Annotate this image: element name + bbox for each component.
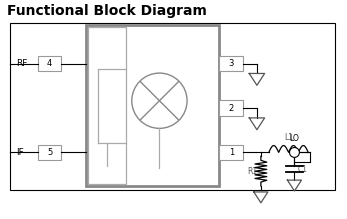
- Text: 5: 5: [47, 148, 52, 157]
- Circle shape: [289, 148, 299, 157]
- Text: 1: 1: [229, 148, 234, 157]
- Bar: [38, 56, 61, 71]
- Text: 4: 4: [47, 59, 52, 68]
- Text: RF: RF: [16, 59, 27, 68]
- Bar: [219, 145, 243, 160]
- Bar: [219, 100, 243, 116]
- Text: IF: IF: [16, 148, 24, 157]
- Text: 3: 3: [229, 59, 234, 68]
- Bar: [88, 27, 126, 184]
- Text: 2: 2: [229, 104, 234, 113]
- Circle shape: [132, 73, 187, 128]
- Text: R1: R1: [247, 167, 257, 176]
- Text: C1: C1: [297, 165, 307, 174]
- Bar: [38, 145, 61, 160]
- Text: Functional Block Diagram: Functional Block Diagram: [7, 4, 207, 18]
- Bar: [86, 25, 219, 186]
- Text: L1: L1: [284, 132, 293, 142]
- Bar: [10, 23, 335, 190]
- Text: LO: LO: [289, 134, 299, 143]
- Bar: [219, 56, 243, 71]
